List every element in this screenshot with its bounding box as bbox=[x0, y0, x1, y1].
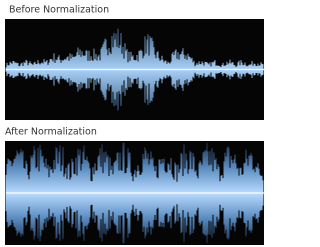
page: Before Normalization After Normalization… bbox=[0, 0, 269, 247]
panel-label: Before Normalization bbox=[9, 5, 109, 16]
panel-label: After Normalization bbox=[5, 127, 97, 138]
illustration: Before Normalization After Normalization bbox=[0, 0, 269, 247]
